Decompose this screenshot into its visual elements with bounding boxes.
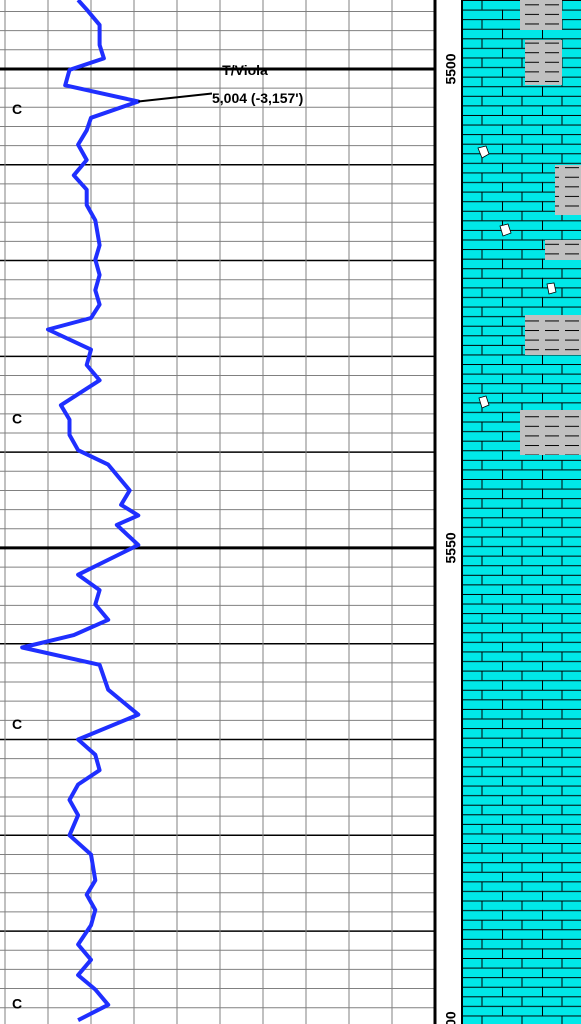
core-mark: C xyxy=(12,716,22,732)
annotation-depth: 5,004 (-3,157') xyxy=(212,90,303,106)
grid xyxy=(0,0,436,1024)
log-curve xyxy=(20,0,141,1022)
curve-layer xyxy=(20,0,141,1022)
depth-label: 5550 xyxy=(443,532,459,563)
core-mark: C xyxy=(12,410,22,426)
annotation-leader xyxy=(138,92,213,103)
shale-pattern xyxy=(520,0,581,455)
depth-label: 5600 xyxy=(443,1011,459,1024)
depth-labels: 5500 5550 5600 C C C C xyxy=(12,53,459,1024)
core-mark: C xyxy=(12,101,22,117)
annotation-title: T/Viola xyxy=(222,62,268,78)
core-mark: C xyxy=(12,996,22,1012)
depth-label: 5500 xyxy=(443,53,459,84)
lithology-track xyxy=(462,0,581,1024)
chert xyxy=(477,145,557,409)
